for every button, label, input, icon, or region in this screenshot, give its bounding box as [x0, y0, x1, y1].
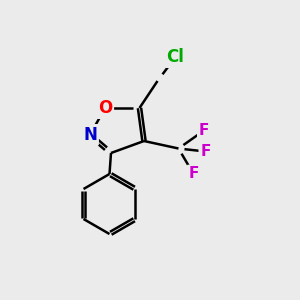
Text: N: N [83, 126, 97, 144]
Text: F: F [188, 167, 199, 182]
Text: F: F [199, 123, 209, 138]
Text: O: O [98, 99, 112, 117]
Text: F: F [200, 144, 211, 159]
Text: Cl: Cl [167, 48, 184, 66]
